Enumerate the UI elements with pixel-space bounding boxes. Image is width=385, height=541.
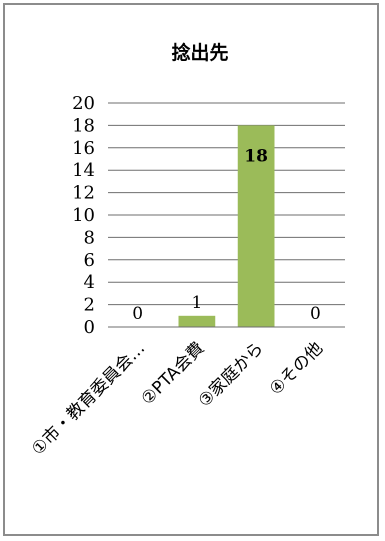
x-tick-label: ③家庭から	[195, 338, 268, 411]
bar	[178, 315, 216, 327]
y-tick-label: 14	[72, 160, 95, 181]
y-tick-label: 8	[84, 227, 95, 248]
chart-frame	[3, 3, 379, 536]
data-label: 1	[191, 293, 202, 313]
y-tick-label: 18	[72, 115, 95, 136]
gridlines	[108, 102, 345, 306]
y-tick-label: 6	[84, 250, 95, 271]
bars	[178, 125, 275, 328]
data-labels: 0 1 18 0	[132, 146, 321, 324]
y-tick-label: 12	[72, 183, 95, 204]
x-tick-label: ④その他	[266, 338, 327, 399]
bar	[237, 125, 275, 328]
y-tick-label: 20	[72, 93, 95, 114]
data-label: 18	[244, 146, 268, 166]
chart-title: 捻出先	[171, 41, 228, 64]
data-label: 0	[132, 304, 143, 324]
y-tick-label: 10	[72, 205, 95, 226]
y-tick-label: 16	[72, 138, 95, 159]
y-tick-label: 2	[84, 295, 95, 316]
x-tick-label: ①市・教育委員会…	[28, 338, 149, 459]
y-tick-label: 4	[84, 272, 95, 293]
y-tick-label: 0	[84, 317, 95, 338]
data-label: 0	[310, 304, 321, 324]
